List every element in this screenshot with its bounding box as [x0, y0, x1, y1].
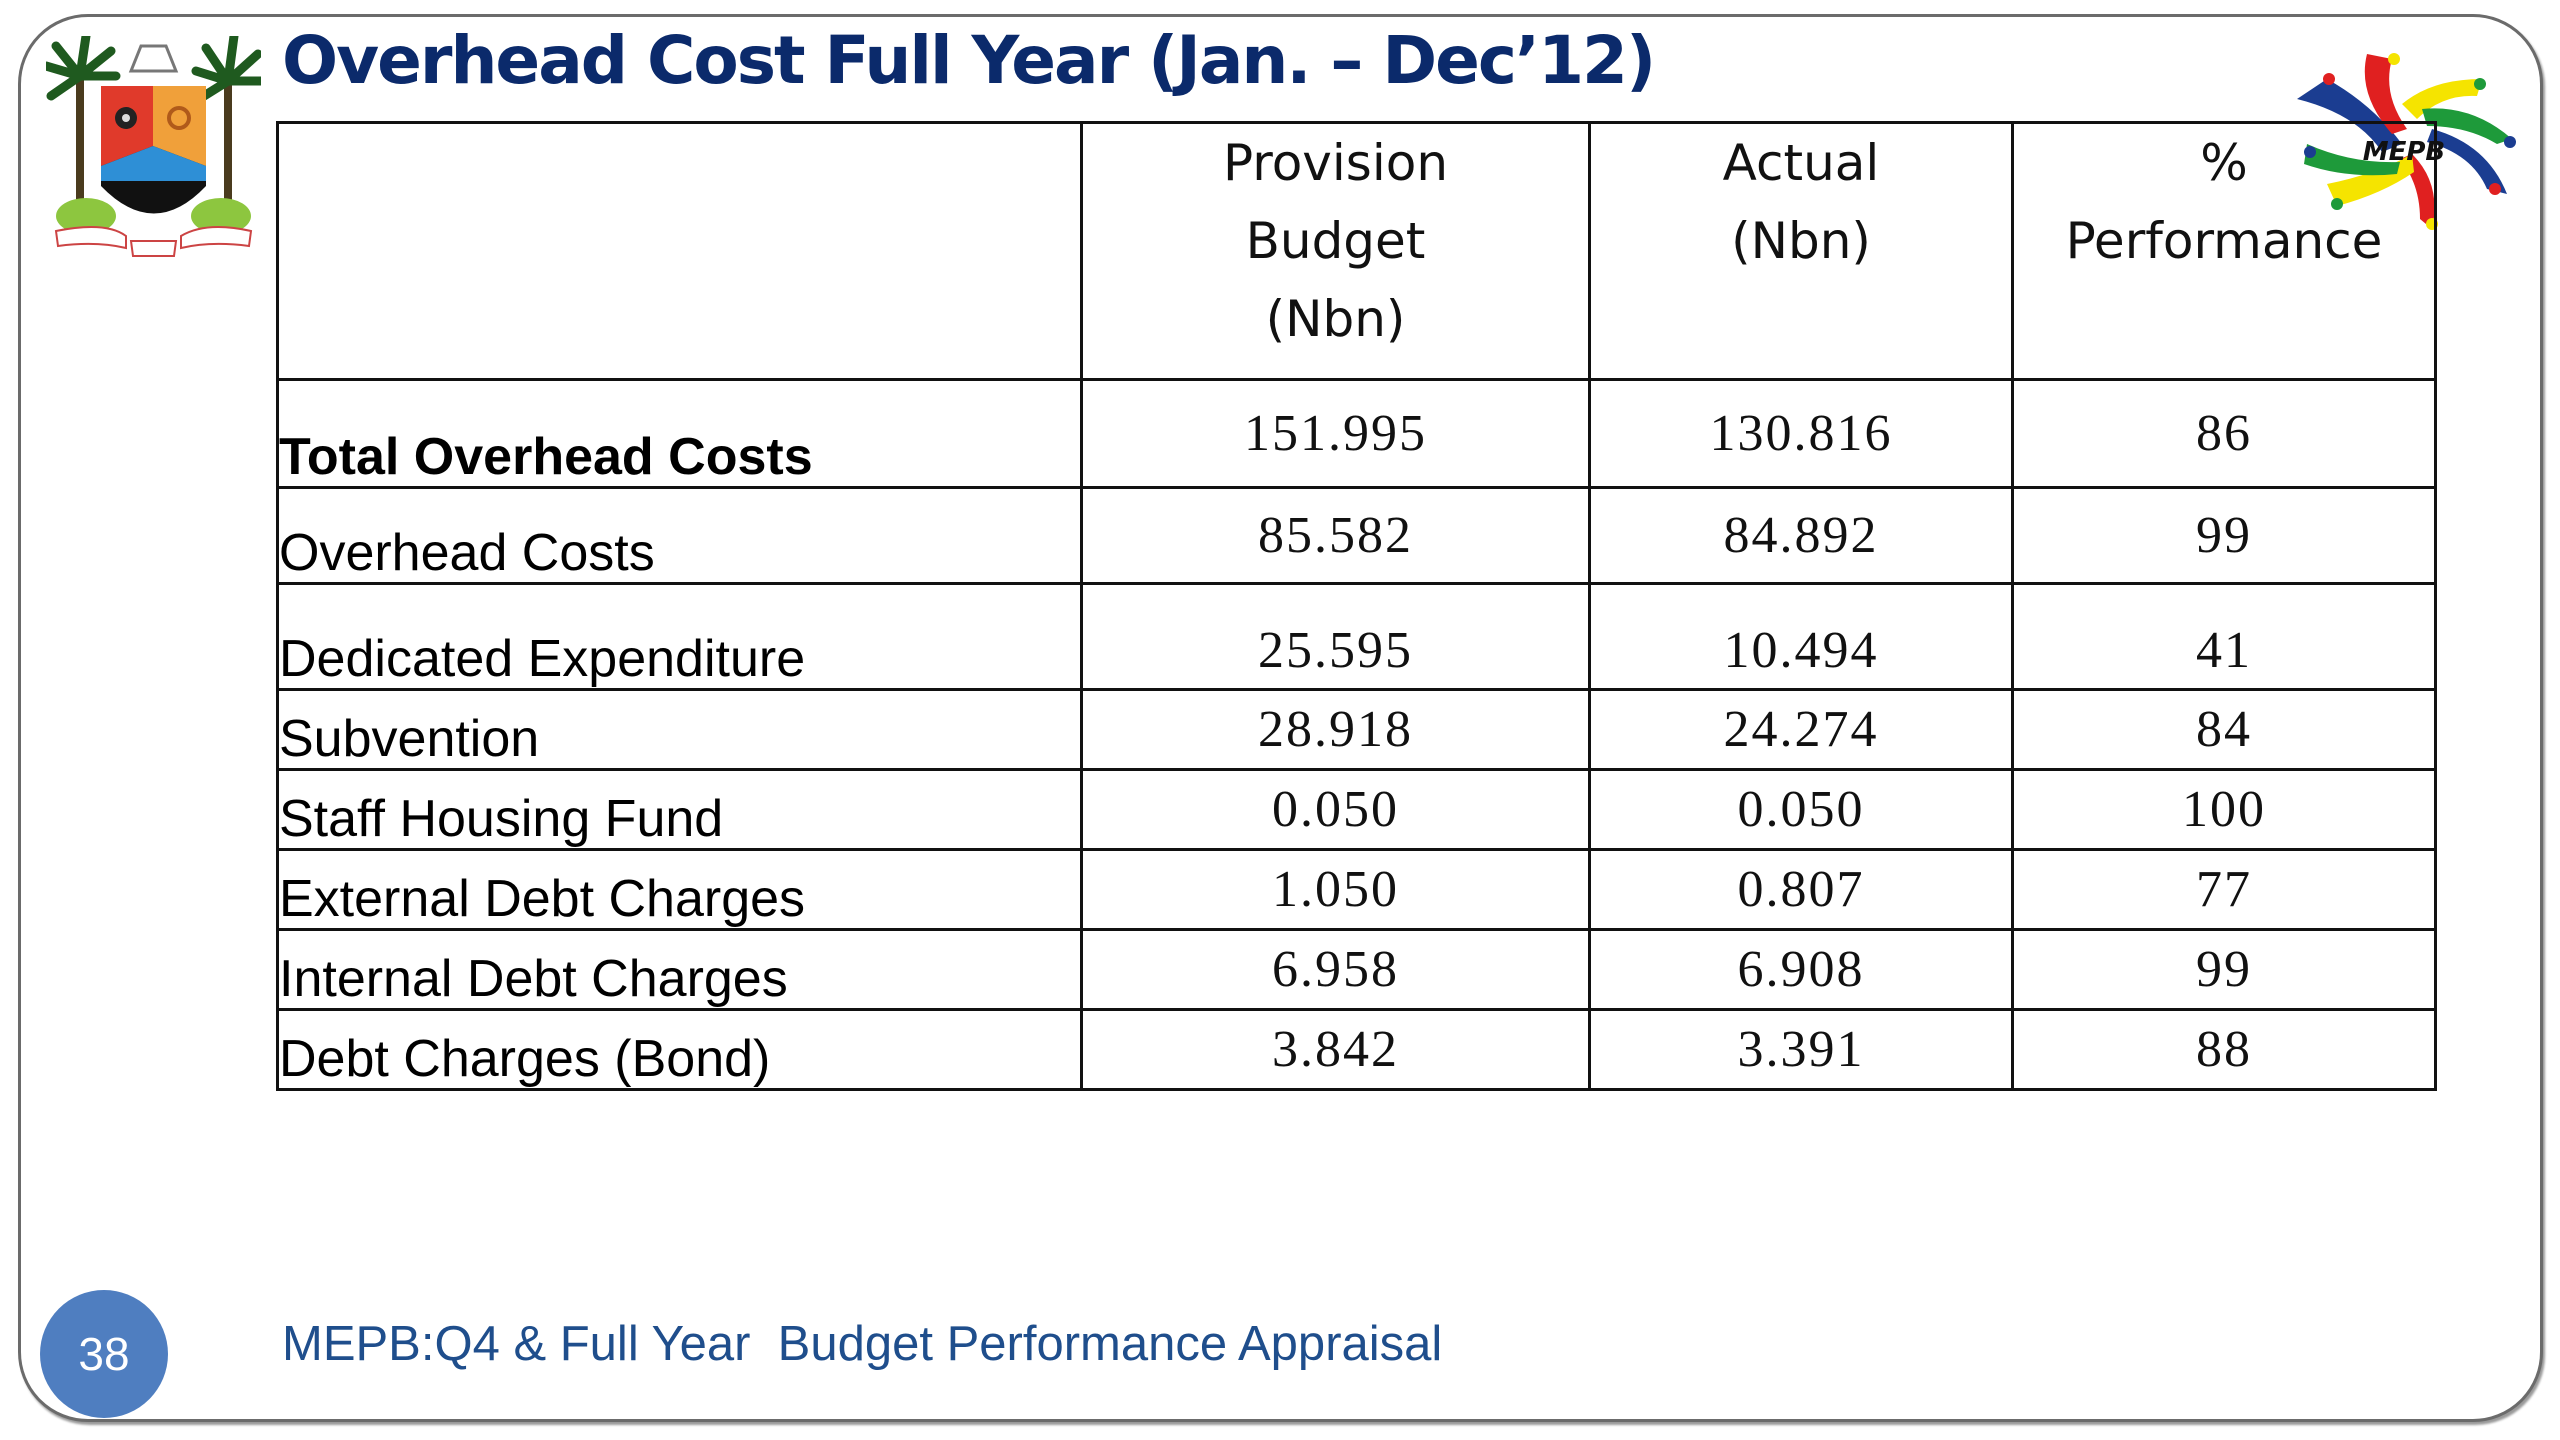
performance-cell: 99	[2011, 928, 2437, 1011]
table-row: Dedicated Expenditure 25.595 10.494 41	[276, 582, 2437, 691]
performance-cell: 77	[2011, 848, 2437, 931]
actual-cell: 24.274	[1588, 688, 2014, 771]
table-row: Overhead Costs 85.582 84.892 99	[276, 486, 2437, 585]
row-label: Dedicated Expenditure	[276, 582, 1083, 691]
budget-cell: 28.918	[1080, 688, 1591, 771]
palm-tree-left-icon	[46, 36, 121, 226]
header-provision-budget: Provision Budget (Nbn)	[1080, 121, 1591, 381]
actual-cell: 10.494	[1588, 582, 2014, 691]
slide-title: Overhead Cost Full Year (Jan. – Dec’12)	[282, 22, 1656, 99]
page-number-badge: 38	[40, 1290, 168, 1418]
header-line: (Nbn)	[1731, 212, 1871, 270]
row-label: Internal Debt Charges	[276, 928, 1083, 1011]
header-line: Provision	[1222, 134, 1449, 192]
table-row: Debt Charges (Bond) 3.842 3.391 88	[276, 1008, 2437, 1091]
performance-cell: 41	[2011, 582, 2437, 691]
actual-cell: 130.816	[1588, 378, 2014, 489]
footer-text: MEPB:Q4 & Full Year Budget Performance A…	[282, 1317, 1443, 1371]
budget-cell: 3.842	[1080, 1008, 1591, 1091]
table-header-row: Provision Budget (Nbn) Actual (Nbn) % Pe…	[276, 121, 2437, 381]
performance-cell: 99	[2011, 486, 2437, 585]
actual-cell: 0.807	[1588, 848, 2014, 931]
table-row: Internal Debt Charges 6.958 6.908 99	[276, 928, 2437, 1011]
row-label: Overhead Costs	[276, 486, 1083, 585]
budget-cell: 1.050	[1080, 848, 1591, 931]
header-line: Actual	[1722, 134, 1880, 192]
actual-cell: 0.050	[1588, 768, 2014, 851]
row-label: External Debt Charges	[276, 848, 1083, 931]
performance-cell: 88	[2011, 1008, 2437, 1091]
header-line: %	[2200, 134, 2248, 192]
overhead-cost-table: Provision Budget (Nbn) Actual (Nbn) % Pe…	[276, 121, 2437, 1091]
header-performance: % Performance	[2011, 121, 2437, 381]
actual-cell: 84.892	[1588, 486, 2014, 585]
actual-cell: 6.908	[1588, 928, 2014, 1011]
performance-cell: 86	[2011, 378, 2437, 489]
header-line: Budget	[1245, 212, 1426, 270]
header-actual: Actual (Nbn)	[1588, 121, 2014, 381]
budget-cell: 6.958	[1080, 928, 1591, 1011]
lagos-coat-of-arms-icon	[46, 36, 261, 257]
table-row: External Debt Charges 1.050 0.807 77	[276, 848, 2437, 931]
budget-cell: 0.050	[1080, 768, 1591, 851]
header-label-cell	[276, 121, 1083, 381]
table-row: Staff Housing Fund 0.050 0.050 100	[276, 768, 2437, 851]
row-label: Staff Housing Fund	[276, 768, 1083, 851]
row-label: Debt Charges (Bond)	[276, 1008, 1083, 1091]
budget-cell: 85.582	[1080, 486, 1591, 585]
header-line: (Nbn)	[1265, 290, 1406, 348]
actual-cell: 3.391	[1588, 1008, 2014, 1091]
table-row: Subvention 28.918 24.274 84	[276, 688, 2437, 771]
header-line: Performance	[2065, 212, 2383, 270]
row-label: Subvention	[276, 688, 1083, 771]
budget-cell: 25.595	[1080, 582, 1591, 691]
performance-cell: 84	[2011, 688, 2437, 771]
budget-cell: 151.995	[1080, 378, 1591, 489]
performance-cell: 100	[2011, 768, 2437, 851]
palm-tree-right-icon	[191, 36, 261, 226]
table-row: Total Overhead Costs 151.995 130.816 86	[276, 378, 2437, 489]
row-label: Total Overhead Costs	[276, 378, 1083, 489]
